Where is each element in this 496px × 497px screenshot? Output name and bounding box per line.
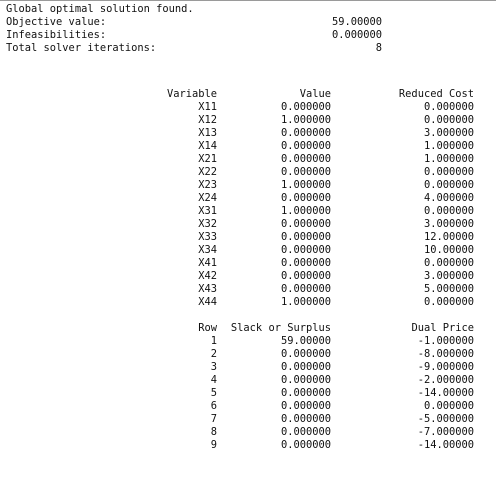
row-number: 9 <box>210 439 217 451</box>
variable-name: X13 <box>198 127 217 139</box>
variable-reduced-cost: 3.000000 <box>423 218 474 230</box>
row-number: 3 <box>210 361 217 373</box>
variable-name: X23 <box>198 179 217 191</box>
variable-reduced-cost: 1.000000 <box>423 153 474 165</box>
infeasibilities-value: 0.000000 <box>331 29 382 41</box>
variable-reduced-cost: 0.000000 <box>423 179 474 191</box>
variable-name: X31 <box>198 205 217 217</box>
iterations-label: Total solver iterations: <box>6 42 157 54</box>
variable-reduced-cost: 0.000000 <box>423 114 474 126</box>
variable-name: X34 <box>198 244 217 256</box>
variable-value: 1.000000 <box>280 296 331 308</box>
variable-value: 0.000000 <box>280 127 331 139</box>
variable-reduced-cost: 5.000000 <box>423 283 474 295</box>
variable-value: 0.000000 <box>280 192 331 204</box>
top-border <box>0 0 496 1</box>
row-number: 7 <box>210 413 217 425</box>
row-dual-price: -1.000000 <box>417 335 474 347</box>
variable-value: 0.000000 <box>280 244 331 256</box>
variable-value: 0.000000 <box>280 270 331 282</box>
variable-name: X22 <box>198 166 217 178</box>
variable-reduced-cost: 0.000000 <box>423 101 474 113</box>
variable-name: X43 <box>198 283 217 295</box>
variable-reduced-cost: 3.000000 <box>423 270 474 282</box>
variable-value: 0.000000 <box>280 231 331 243</box>
row-number: 8 <box>210 426 217 438</box>
variable-name: X24 <box>198 192 217 204</box>
variable-header: Variable <box>166 88 217 100</box>
variable-value: 1.000000 <box>280 114 331 126</box>
variable-value: 0.000000 <box>280 218 331 230</box>
reduced-cost-header: Reduced Cost <box>398 88 474 100</box>
row-dual-price: -14.00000 <box>417 387 474 399</box>
row-number: 5 <box>210 387 217 399</box>
variable-reduced-cost: 10.00000 <box>423 244 474 256</box>
row-slack: 0.000000 <box>280 439 331 451</box>
row-slack: 0.000000 <box>280 387 331 399</box>
variable-name: X21 <box>198 153 217 165</box>
row-slack: 0.000000 <box>280 348 331 360</box>
variable-value: 1.000000 <box>280 179 331 191</box>
row-dual-price: -5.000000 <box>417 413 474 425</box>
variable-name: X14 <box>198 140 217 152</box>
variable-value: 0.000000 <box>280 153 331 165</box>
slack-header: Slack or Surplus <box>230 322 331 334</box>
row-number: 1 <box>210 335 217 347</box>
variable-reduced-cost: 12.00000 <box>423 231 474 243</box>
variable-name: X12 <box>198 114 217 126</box>
row-number: 2 <box>210 348 217 360</box>
variable-name: X11 <box>198 101 217 113</box>
solution-status: Global optimal solution found. <box>6 3 194 15</box>
objective-label: Objective value: <box>6 16 107 28</box>
infeasibilities-label: Infeasibilities: <box>6 29 107 41</box>
variable-reduced-cost: 0.000000 <box>423 296 474 308</box>
variable-reduced-cost: 3.000000 <box>423 127 474 139</box>
row-dual-price: -7.000000 <box>417 426 474 438</box>
dual-price-header: Dual Price <box>411 322 474 334</box>
variable-value: 0.000000 <box>280 166 331 178</box>
variable-value: 1.000000 <box>280 205 331 217</box>
variable-value: 0.000000 <box>280 140 331 152</box>
row-slack: 0.000000 <box>280 400 331 412</box>
row-header: Row <box>198 322 217 334</box>
variable-reduced-cost: 4.000000 <box>423 192 474 204</box>
value-header: Value <box>299 88 331 100</box>
objective-value: 59.00000 <box>331 16 382 28</box>
variable-name: X41 <box>198 257 217 269</box>
row-dual-price: -9.000000 <box>417 361 474 373</box>
row-number: 4 <box>210 374 217 386</box>
variable-name: X42 <box>198 270 217 282</box>
row-dual-price: -14.00000 <box>417 439 474 451</box>
variable-value: 0.000000 <box>280 283 331 295</box>
variable-reduced-cost: 0.000000 <box>423 205 474 217</box>
row-dual-price: -2.000000 <box>417 374 474 386</box>
variable-value: 0.000000 <box>280 257 331 269</box>
row-slack: 0.000000 <box>280 426 331 438</box>
variable-value: 0.000000 <box>280 101 331 113</box>
row-dual-price: 0.000000 <box>423 400 474 412</box>
variable-name: X32 <box>198 218 217 230</box>
variable-name: X33 <box>198 231 217 243</box>
row-slack: 59.00000 <box>280 335 331 347</box>
row-number: 6 <box>210 400 217 412</box>
row-dual-price: -8.000000 <box>417 348 474 360</box>
iterations-value: 8 <box>375 42 382 54</box>
row-slack: 0.000000 <box>280 374 331 386</box>
row-slack: 0.000000 <box>280 361 331 373</box>
variable-reduced-cost: 1.000000 <box>423 140 474 152</box>
variable-reduced-cost: 0.000000 <box>423 166 474 178</box>
variable-reduced-cost: 0.000000 <box>423 257 474 269</box>
row-slack: 0.000000 <box>280 413 331 425</box>
variable-name: X44 <box>198 296 217 308</box>
